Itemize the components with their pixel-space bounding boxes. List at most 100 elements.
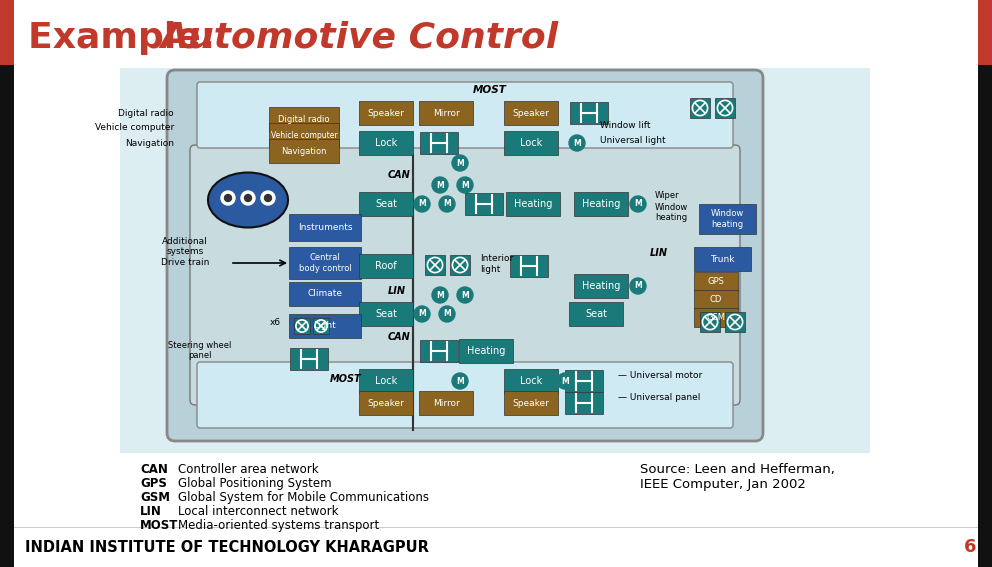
Text: Automotive Control: Automotive Control: [160, 21, 558, 55]
FancyBboxPatch shape: [269, 107, 339, 131]
Bar: [420, 132, 458, 154]
Text: GPS: GPS: [140, 477, 167, 490]
FancyBboxPatch shape: [190, 145, 740, 405]
Circle shape: [452, 155, 468, 171]
Text: heating: heating: [655, 213, 687, 222]
Circle shape: [569, 135, 585, 151]
Bar: [510, 255, 548, 277]
FancyBboxPatch shape: [289, 247, 361, 279]
Text: Navigation: Navigation: [125, 138, 174, 147]
FancyBboxPatch shape: [506, 192, 560, 216]
Text: Heating: Heating: [514, 199, 553, 209]
Text: Window: Window: [655, 203, 688, 212]
Circle shape: [241, 191, 255, 205]
Text: Lock: Lock: [375, 138, 397, 148]
Text: M: M: [461, 290, 469, 299]
FancyBboxPatch shape: [504, 101, 558, 125]
Text: Mirror: Mirror: [433, 399, 459, 408]
FancyBboxPatch shape: [269, 139, 339, 163]
Text: M: M: [634, 200, 642, 209]
Text: Lock: Lock: [375, 376, 397, 386]
FancyBboxPatch shape: [359, 254, 413, 278]
Text: Digital radio: Digital radio: [118, 108, 174, 117]
Text: light: light: [480, 265, 500, 274]
Text: Speaker: Speaker: [513, 399, 550, 408]
Text: Interior: Interior: [480, 254, 513, 263]
Text: LIN: LIN: [140, 505, 162, 518]
FancyBboxPatch shape: [359, 101, 413, 125]
FancyBboxPatch shape: [694, 308, 738, 327]
Text: INDIAN INSTITUTE OF TECHNOLOGY KHARAGPUR: INDIAN INSTITUTE OF TECHNOLOGY KHARAGPUR: [25, 539, 429, 555]
Text: Mirror: Mirror: [433, 108, 459, 117]
Text: Heating: Heating: [467, 346, 505, 356]
Text: Speaker: Speaker: [368, 108, 405, 117]
FancyBboxPatch shape: [419, 101, 473, 125]
Text: CAN: CAN: [388, 332, 411, 342]
Ellipse shape: [208, 172, 288, 227]
Text: MOST: MOST: [473, 85, 507, 95]
Circle shape: [432, 287, 448, 303]
Text: Navigation: Navigation: [282, 146, 326, 155]
Text: Steering wheel
panel: Steering wheel panel: [169, 341, 232, 360]
Text: Instruments: Instruments: [298, 223, 352, 232]
Text: Speaker: Speaker: [368, 399, 405, 408]
Text: M: M: [418, 200, 426, 209]
Text: M: M: [456, 159, 464, 167]
Circle shape: [439, 306, 455, 322]
Text: Light: Light: [313, 321, 336, 331]
Bar: [450, 255, 470, 275]
Bar: [0, 0, 14, 65]
Text: GSM: GSM: [140, 491, 170, 504]
Text: MOST: MOST: [140, 519, 179, 532]
FancyBboxPatch shape: [289, 214, 361, 241]
Text: Example:: Example:: [28, 21, 228, 55]
Text: M: M: [436, 290, 443, 299]
FancyBboxPatch shape: [197, 362, 733, 428]
Bar: [294, 318, 310, 334]
Text: M: M: [456, 376, 464, 386]
Text: CAN: CAN: [140, 463, 168, 476]
Text: Lock: Lock: [520, 376, 542, 386]
Text: Heating: Heating: [582, 199, 620, 209]
Bar: [570, 102, 608, 124]
FancyBboxPatch shape: [574, 274, 628, 298]
Text: Wiper: Wiper: [655, 191, 680, 200]
Text: x6: x6: [270, 318, 281, 327]
Circle shape: [414, 196, 430, 212]
Text: CAN: CAN: [388, 170, 411, 180]
Text: 6: 6: [964, 538, 976, 556]
FancyBboxPatch shape: [289, 314, 361, 338]
Bar: [725, 312, 745, 332]
Text: Speaker: Speaker: [513, 108, 550, 117]
Circle shape: [557, 373, 573, 389]
Circle shape: [265, 194, 272, 201]
Bar: [978, 0, 992, 567]
Text: M: M: [561, 376, 568, 386]
Text: Seat: Seat: [375, 199, 397, 209]
Text: Window
heating: Window heating: [711, 209, 744, 229]
Circle shape: [457, 177, 473, 193]
FancyBboxPatch shape: [359, 302, 413, 326]
Bar: [700, 312, 720, 332]
Bar: [420, 340, 458, 362]
Text: — Universal motor: — Universal motor: [618, 371, 702, 380]
Text: Additional
systems
Drive train: Additional systems Drive train: [161, 237, 209, 267]
Circle shape: [457, 287, 473, 303]
Text: LIN: LIN: [650, 248, 668, 258]
FancyBboxPatch shape: [504, 131, 558, 155]
Circle shape: [432, 177, 448, 193]
Circle shape: [261, 191, 275, 205]
Text: MOST: MOST: [330, 374, 362, 384]
Text: CD: CD: [710, 295, 722, 304]
Circle shape: [630, 278, 646, 294]
Circle shape: [224, 194, 231, 201]
Text: M: M: [461, 180, 469, 189]
FancyBboxPatch shape: [359, 369, 413, 393]
Circle shape: [221, 191, 235, 205]
FancyBboxPatch shape: [694, 272, 738, 291]
Text: Seat: Seat: [375, 309, 397, 319]
Bar: [978, 0, 992, 65]
Text: M: M: [573, 138, 581, 147]
Bar: [715, 98, 735, 118]
FancyBboxPatch shape: [419, 391, 473, 415]
